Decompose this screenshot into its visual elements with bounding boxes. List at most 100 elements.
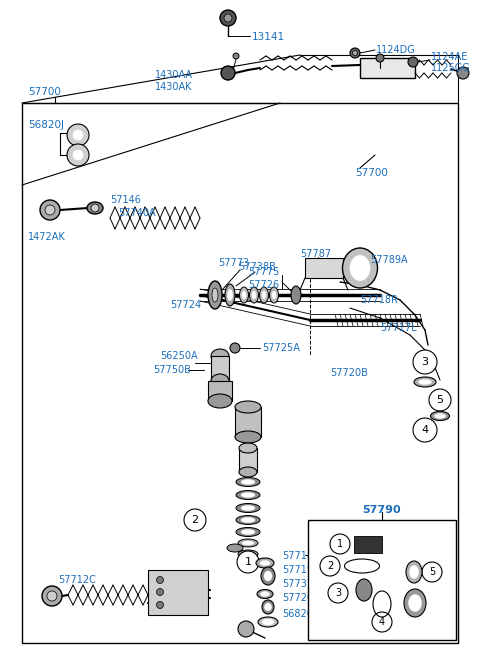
Ellipse shape bbox=[257, 590, 273, 598]
Circle shape bbox=[156, 577, 164, 583]
Ellipse shape bbox=[261, 567, 275, 585]
Ellipse shape bbox=[212, 288, 218, 302]
Bar bbox=[360, 58, 415, 78]
Bar bbox=[148, 570, 208, 615]
Text: 1124DG: 1124DG bbox=[376, 45, 416, 55]
Text: 57787: 57787 bbox=[300, 249, 331, 259]
Text: 57724: 57724 bbox=[170, 300, 201, 310]
Text: 57737: 57737 bbox=[282, 579, 313, 589]
Circle shape bbox=[328, 583, 348, 603]
Ellipse shape bbox=[260, 561, 270, 565]
Ellipse shape bbox=[272, 291, 276, 299]
Circle shape bbox=[422, 562, 442, 582]
Ellipse shape bbox=[356, 579, 372, 601]
Polygon shape bbox=[305, 258, 343, 278]
Text: 57717L: 57717L bbox=[380, 323, 417, 333]
Text: 57718A: 57718A bbox=[282, 551, 320, 561]
Ellipse shape bbox=[431, 411, 449, 420]
Ellipse shape bbox=[236, 515, 260, 525]
Text: 57789A: 57789A bbox=[370, 255, 408, 265]
Ellipse shape bbox=[408, 594, 421, 612]
Ellipse shape bbox=[291, 286, 301, 304]
Ellipse shape bbox=[242, 541, 254, 545]
Ellipse shape bbox=[258, 617, 278, 627]
Circle shape bbox=[156, 588, 164, 596]
Ellipse shape bbox=[240, 287, 249, 303]
Text: 1: 1 bbox=[244, 557, 252, 567]
Text: 56820H: 56820H bbox=[282, 609, 320, 619]
Circle shape bbox=[352, 51, 358, 55]
Ellipse shape bbox=[262, 291, 266, 299]
Text: 56820J: 56820J bbox=[28, 120, 64, 130]
Circle shape bbox=[156, 602, 164, 608]
Bar bbox=[211, 356, 229, 381]
Ellipse shape bbox=[256, 558, 274, 568]
Ellipse shape bbox=[241, 480, 255, 484]
Text: 4: 4 bbox=[421, 425, 429, 435]
Bar bbox=[235, 407, 261, 437]
Ellipse shape bbox=[242, 552, 254, 556]
Text: 57700: 57700 bbox=[355, 168, 388, 178]
Ellipse shape bbox=[208, 281, 222, 309]
Text: 5: 5 bbox=[429, 567, 435, 577]
Bar bbox=[22, 103, 458, 643]
Circle shape bbox=[91, 204, 99, 212]
Ellipse shape bbox=[409, 565, 419, 579]
Text: 57719: 57719 bbox=[282, 565, 313, 575]
Circle shape bbox=[221, 66, 235, 80]
Ellipse shape bbox=[242, 291, 246, 299]
Text: 2: 2 bbox=[192, 515, 199, 525]
Circle shape bbox=[413, 350, 437, 374]
Text: 1472AK: 1472AK bbox=[28, 232, 66, 242]
Ellipse shape bbox=[260, 287, 268, 303]
Ellipse shape bbox=[211, 349, 229, 363]
Ellipse shape bbox=[250, 287, 259, 303]
Ellipse shape bbox=[343, 248, 377, 288]
Text: 4: 4 bbox=[379, 617, 385, 627]
Ellipse shape bbox=[235, 401, 261, 413]
Text: 1430AK: 1430AK bbox=[155, 82, 192, 92]
Ellipse shape bbox=[241, 505, 255, 511]
Text: 57726: 57726 bbox=[248, 280, 279, 290]
Text: 57773: 57773 bbox=[218, 258, 249, 268]
Ellipse shape bbox=[414, 377, 436, 387]
Text: 57725A: 57725A bbox=[262, 343, 300, 353]
Circle shape bbox=[40, 200, 60, 220]
Text: 1: 1 bbox=[337, 539, 343, 549]
Text: 13141: 13141 bbox=[252, 32, 285, 42]
Circle shape bbox=[408, 57, 418, 67]
Circle shape bbox=[184, 509, 206, 531]
Ellipse shape bbox=[238, 550, 258, 558]
Circle shape bbox=[372, 612, 392, 632]
Text: 3: 3 bbox=[335, 588, 341, 598]
Circle shape bbox=[42, 586, 62, 606]
Ellipse shape bbox=[262, 600, 274, 614]
Text: 57712C: 57712C bbox=[58, 575, 96, 585]
Circle shape bbox=[73, 130, 83, 140]
Text: 57738B: 57738B bbox=[238, 262, 276, 272]
Ellipse shape bbox=[238, 539, 258, 547]
Ellipse shape bbox=[211, 374, 229, 388]
Circle shape bbox=[330, 534, 350, 554]
Ellipse shape bbox=[228, 289, 232, 301]
Circle shape bbox=[233, 53, 239, 59]
Bar bbox=[308, 520, 456, 640]
Circle shape bbox=[73, 150, 83, 160]
Circle shape bbox=[224, 14, 232, 22]
Bar bbox=[239, 448, 257, 472]
Ellipse shape bbox=[406, 561, 422, 583]
Ellipse shape bbox=[404, 589, 426, 617]
Ellipse shape bbox=[235, 431, 261, 443]
Circle shape bbox=[320, 556, 340, 576]
Text: 57146: 57146 bbox=[110, 195, 141, 205]
Ellipse shape bbox=[434, 413, 445, 418]
Ellipse shape bbox=[236, 478, 260, 486]
Ellipse shape bbox=[239, 443, 257, 453]
Ellipse shape bbox=[241, 517, 255, 523]
Text: 1430AA: 1430AA bbox=[155, 70, 193, 80]
Ellipse shape bbox=[236, 527, 260, 536]
Ellipse shape bbox=[225, 284, 235, 306]
Circle shape bbox=[47, 591, 57, 601]
Circle shape bbox=[457, 67, 469, 79]
Text: 1125GG: 1125GG bbox=[431, 63, 471, 73]
